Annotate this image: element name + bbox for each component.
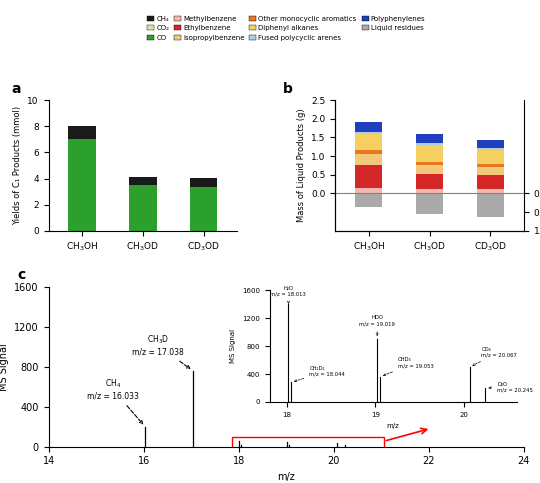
X-axis label: m/z: m/z (278, 472, 295, 482)
Text: $\rm CH_3D$
m/z = 17.038: $\rm CH_3D$ m/z = 17.038 (132, 334, 190, 369)
Text: b: b (282, 83, 292, 97)
Bar (477, 164, 504, 167)
Text: a: a (11, 83, 21, 97)
Bar (416, 189, 443, 194)
Bar (477, 148, 504, 150)
Text: c: c (18, 268, 26, 282)
Bar (355, 165, 382, 188)
Bar (355, 188, 382, 194)
Bar (355, 151, 382, 154)
Legend: CH₄, CO₂, CO, Methylbenzene, Ethylbenzene, Isopropylbenzene, Other monocyclic ar: CH₄, CO₂, CO, Methylbenzene, Ethylbenzen… (147, 15, 425, 41)
Bar (129, 185, 157, 231)
Bar (477, 150, 504, 164)
Bar (355, 134, 382, 151)
Text: $\rm CH_4$
m/z = 16.033: $\rm CH_4$ m/z = 16.033 (87, 378, 143, 424)
Y-axis label: Mass of Liquid Products (g): Mass of Liquid Products (g) (296, 109, 306, 222)
Bar (477, 194, 504, 217)
Bar (416, 194, 443, 214)
Bar (190, 187, 218, 231)
Bar (477, 175, 504, 189)
Bar (355, 154, 382, 165)
Bar (477, 167, 504, 175)
Bar (69, 139, 96, 231)
Bar (416, 143, 443, 145)
Y-axis label: MS Signal: MS Signal (0, 343, 9, 391)
Bar (416, 145, 443, 162)
Bar (129, 177, 157, 185)
Bar (477, 189, 504, 194)
Bar (355, 194, 382, 207)
Bar (355, 122, 382, 132)
Bar (69, 126, 96, 139)
Bar (477, 140, 504, 148)
Bar (416, 166, 443, 174)
Bar (416, 134, 443, 143)
Y-axis label: Yields of C₁ Products (mmol): Yields of C₁ Products (mmol) (13, 106, 22, 225)
Bar (232, 437, 383, 450)
Bar (416, 174, 443, 189)
Bar (416, 162, 443, 166)
Bar (190, 178, 218, 187)
Bar (355, 132, 382, 134)
